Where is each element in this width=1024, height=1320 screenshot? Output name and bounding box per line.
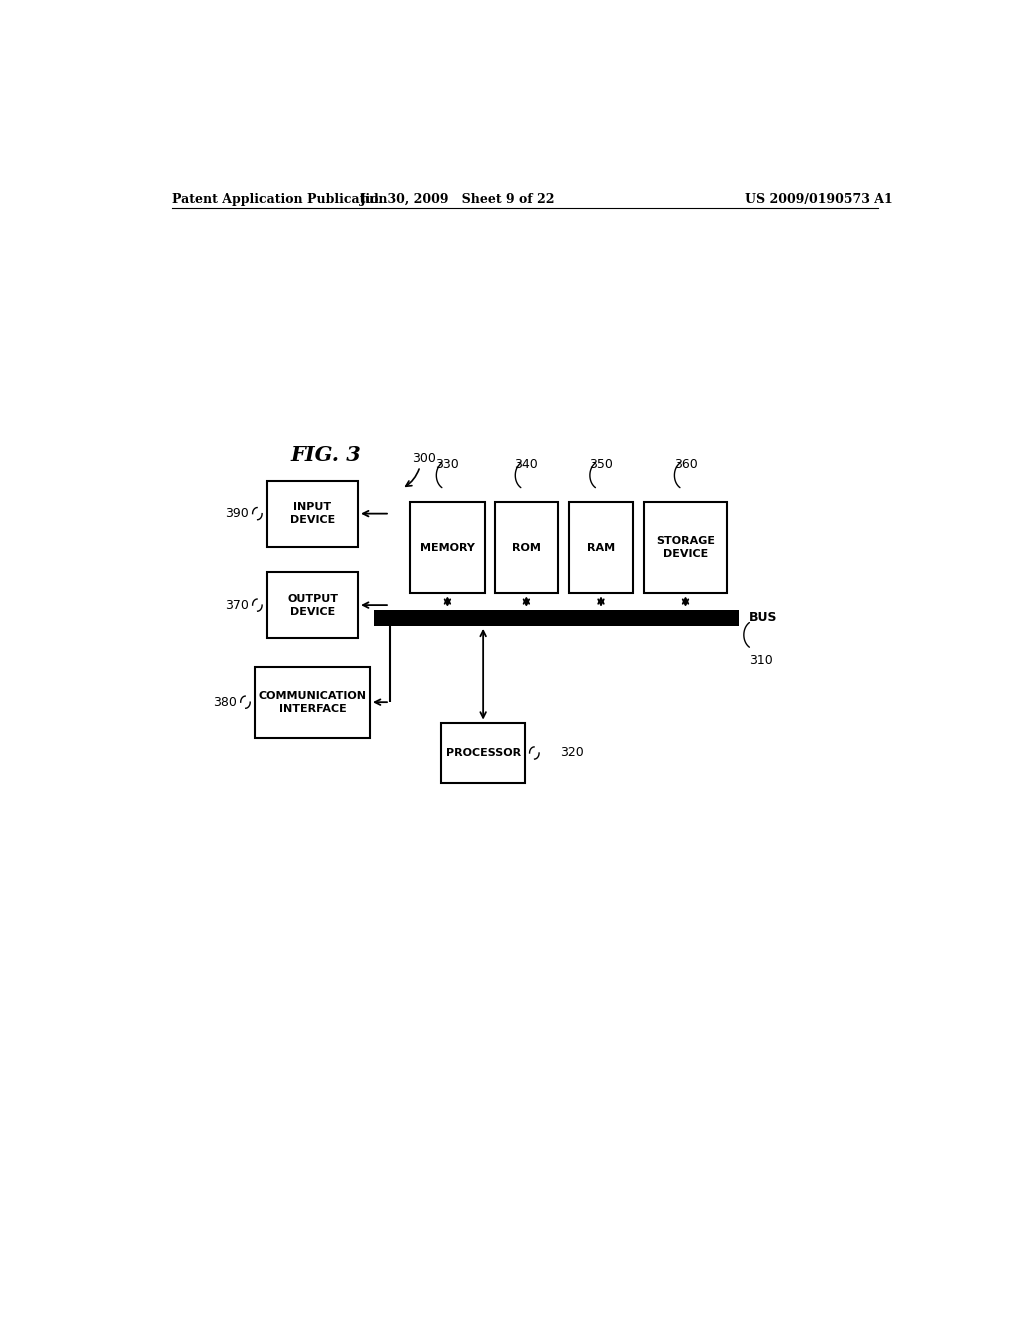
Text: Jul. 30, 2009   Sheet 9 of 22: Jul. 30, 2009 Sheet 9 of 22 [359,193,555,206]
Bar [267,480,358,546]
Bar [441,722,525,784]
Text: RAM: RAM [587,543,615,553]
Text: 380: 380 [213,696,237,709]
Text: COMMUNICATION
INTERFACE: COMMUNICATION INTERFACE [258,690,367,714]
Text: OUTPUT
DEVICE: OUTPUT DEVICE [287,594,338,616]
Bar [255,667,370,738]
Text: PROCESSOR: PROCESSOR [445,748,520,758]
Text: 370: 370 [224,598,249,611]
Bar [410,502,485,594]
Text: 350: 350 [589,458,613,471]
Text: INPUT
DEVICE: INPUT DEVICE [290,502,335,525]
Text: FIG. 3: FIG. 3 [291,445,361,465]
Text: BUS: BUS [749,611,777,624]
Text: 300: 300 [412,453,436,466]
Text: US 2009/0190573 A1: US 2009/0190573 A1 [744,193,892,206]
Text: Patent Application Publication: Patent Application Publication [172,193,387,206]
Text: STORAGE
DEVICE: STORAGE DEVICE [656,536,715,560]
Bar [267,572,358,638]
Text: MEMORY: MEMORY [420,543,475,553]
Text: 330: 330 [435,458,460,471]
Text: 390: 390 [225,507,249,520]
Bar [644,502,727,594]
Text: ROM: ROM [512,543,541,553]
Text: 310: 310 [750,655,773,668]
Bar [569,502,633,594]
Text: 320: 320 [560,747,585,759]
Bar [495,502,558,594]
Bar [374,610,739,626]
Text: 340: 340 [514,458,539,471]
Text: 360: 360 [674,458,697,471]
